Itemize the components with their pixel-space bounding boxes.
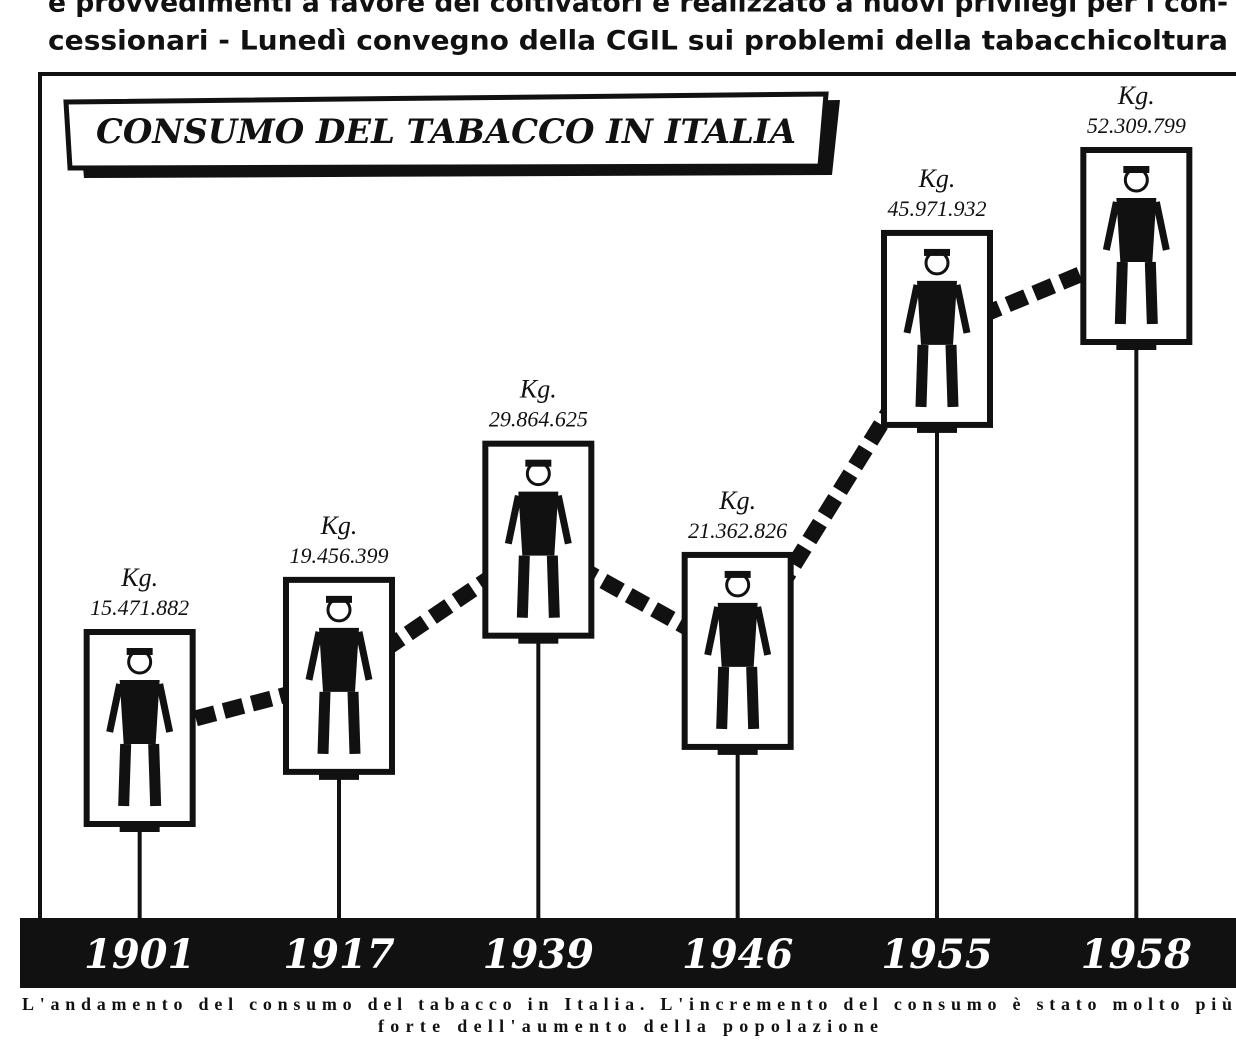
value-label: 21.362.826 xyxy=(688,518,787,543)
figure-hat xyxy=(725,571,751,578)
figure-body xyxy=(518,492,558,556)
page: e provvedimenti a favore dei coltivatori… xyxy=(0,0,1236,1045)
value-unit: Kg. xyxy=(1117,81,1155,110)
value-label: 19.456.399 xyxy=(290,543,389,568)
figure-body xyxy=(319,628,359,692)
value-unit: Kg. xyxy=(519,375,557,404)
x-tick-label: 1939 xyxy=(483,931,594,978)
figure-hat xyxy=(127,648,153,655)
value-label: 45.971.932 xyxy=(888,196,987,221)
title-banner: CONSUMO DEL TABACCO IN ITALIA xyxy=(66,94,840,178)
figure-hat xyxy=(525,460,551,467)
x-tick-label: 1946 xyxy=(682,931,793,978)
caption: L'andamento del consumo del tabacco in I… xyxy=(22,994,1232,1014)
figure-body xyxy=(1116,198,1156,262)
figure-body xyxy=(120,680,160,744)
chart-title: CONSUMO DEL TABACCO IN ITALIA xyxy=(96,112,796,152)
figure-hat xyxy=(326,596,352,603)
value-unit: Kg. xyxy=(320,511,358,540)
figure-body xyxy=(917,281,957,345)
x-tick-label: 1917 xyxy=(283,931,394,978)
x-tick-label: 1955 xyxy=(881,931,992,978)
headline: e provvedimenti a favore dei coltivatori… xyxy=(48,0,1228,19)
figure-hat xyxy=(924,249,950,256)
year-band xyxy=(20,918,1236,988)
figure-hat xyxy=(1123,166,1149,173)
value-label: 29.864.625 xyxy=(489,407,588,432)
headline: cessionari - Lunedì convegno della CGIL … xyxy=(48,26,1228,57)
x-tick-label: 1958 xyxy=(1081,931,1192,978)
value-unit: Kg. xyxy=(718,486,756,515)
value-label: 15.471.882 xyxy=(90,595,189,620)
value-unit: Kg. xyxy=(120,563,158,592)
value-unit: Kg. xyxy=(918,164,956,193)
value-label: 52.309.799 xyxy=(1087,113,1186,138)
figure-body xyxy=(718,603,758,667)
x-tick-label: 1901 xyxy=(84,931,195,978)
